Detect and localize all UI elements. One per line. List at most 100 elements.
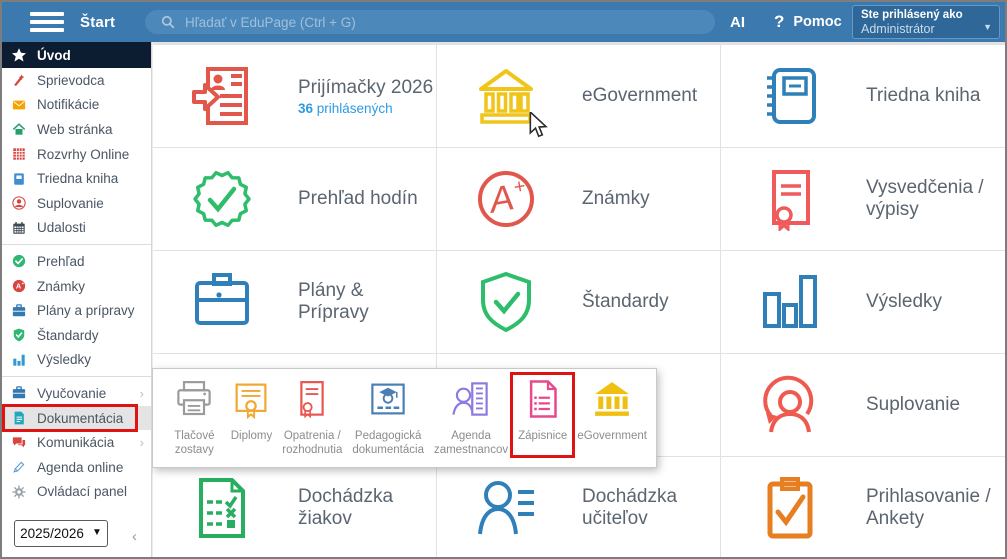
tile-triedna-kniha[interactable]: Triedna kniha [721, 45, 1005, 147]
substitution-person-icon [758, 373, 822, 437]
tile-vysledky[interactable]: Výsledky [721, 251, 1005, 353]
tile-label: Prehľad hodín [298, 188, 418, 209]
sidebar-item-label: Komunikácia [37, 435, 115, 451]
check-circle-icon [11, 253, 27, 269]
tile-text: Plány & Prípravy [298, 280, 436, 324]
popup-item-diplomy[interactable]: Diplomy [226, 379, 278, 444]
envelope-icon [11, 97, 27, 113]
tile-prehlad-hodin[interactable]: Prehľad hodín [153, 148, 436, 250]
book-icon [11, 171, 27, 187]
popup-item-label: Zápisnice [518, 430, 568, 442]
tile-znamky[interactable]: A + Známky [437, 148, 720, 250]
sidebar-item-udalosti[interactable]: Udalosti [2, 216, 151, 241]
lessons-overview-badge-icon [190, 167, 254, 231]
popup-item-label: Opatrenia / rozhodnutia [282, 430, 343, 456]
tile-label: Vysvedčenia / výpisy [866, 177, 984, 220]
tile-text: eGovernment [582, 85, 697, 107]
sidebar-item-notifikacie[interactable]: Notifikácie [2, 93, 151, 118]
sidebar-item-komunikacia[interactable]: Komunikácia › [2, 430, 151, 455]
popup-item-label: Pedagogická dokumentácia [352, 430, 424, 456]
class-register-notebook-icon [758, 64, 822, 128]
tile-standardy[interactable]: Štandardy [437, 251, 720, 353]
pencil-icon [11, 459, 27, 475]
sidebar-item-agenda-online[interactable]: Agenda online [2, 455, 151, 480]
logged-in-user-box[interactable]: Ste prihlásený ako Administrátor ▼ [852, 5, 1000, 39]
question-mark-icon: ? [774, 12, 785, 31]
chat-icon [11, 435, 27, 451]
school-year-select[interactable]: 2025/2026 ▼ [14, 520, 108, 547]
chevron-right-icon: › [139, 385, 144, 401]
government-building-filled-icon [592, 379, 632, 424]
certificate-icon [758, 167, 822, 233]
chevron-down-icon: ▼ [91, 527, 102, 538]
sidebar-item-standardy[interactable]: Štandardy [2, 323, 151, 348]
svg-text:A: A [16, 282, 22, 291]
sidebar-item-ovladaci-panel[interactable]: Ovládací panel [2, 480, 151, 505]
tile-dochadzka-ucitelov[interactable]: Dochádzka učiteľov [437, 457, 720, 557]
wand-icon [11, 72, 27, 88]
tile-suplovanie[interactable]: Suplovanie [721, 354, 1005, 456]
tile-text: Dochádzka učiteľov [582, 486, 720, 530]
tile-label: Výsledky [866, 291, 943, 312]
tile-dochadzka-ziakov[interactable]: Dochádzka žiakov [153, 457, 436, 557]
home-icon [11, 121, 27, 137]
teacher-attendance-icon [474, 476, 538, 540]
sidebar-item-vysledky[interactable]: Výsledky [2, 348, 151, 373]
tile-plany-pripravy[interactable]: Plány & Prípravy [153, 251, 436, 353]
minutes-document-icon [523, 379, 563, 424]
sidebar-item-rozvrhy-online[interactable]: Rozvrhy Online [2, 142, 151, 167]
sidebar-item-label: Výsledky [37, 352, 92, 368]
tile-vysvedcenia-vypisy[interactable]: Vysvedčenia / výpisy [721, 148, 1005, 250]
popup-item-tlacove-zostavy[interactable]: Tlačové zostavy [163, 379, 226, 457]
collapse-sidebar-icon[interactable]: ‹ [132, 528, 137, 545]
popup-item-egovernment[interactable]: eGovernment [572, 379, 652, 444]
start-button[interactable]: Štart [80, 13, 116, 31]
sidebar-item-label: Úvod [37, 47, 71, 63]
student-attendance-icon [190, 476, 254, 540]
tile-label: Suplovanie [866, 394, 961, 415]
briefcase-outline-icon [190, 270, 254, 334]
popup-item-label: Diplomy [230, 430, 273, 442]
sidebar-item-label: Plány a prípravy [37, 303, 135, 319]
popup-item-zapisnice[interactable]: Zápisnice [510, 372, 576, 458]
sidebar-divider [2, 376, 151, 378]
sidebar-item-dokumentacia[interactable]: Dokumentácia [2, 403, 151, 433]
sidebar-item-prehlad[interactable]: Prehľad [2, 249, 151, 274]
tile-prijimacky-2026[interactable]: Prijímačky 2026 36 prihlásených [153, 45, 436, 147]
popup-item-pedagogicka-dokumentacia[interactable]: Pedagogická dokumentácia [347, 379, 429, 457]
help-button[interactable]: ? Pomoc [774, 12, 842, 32]
printer-icon [174, 379, 214, 424]
search-box[interactable] [145, 10, 715, 34]
sidebar-item-uvod[interactable]: Úvod [2, 42, 151, 68]
sidebar-item-suplovanie[interactable]: Suplovanie [2, 191, 151, 216]
tile-text: Vysvedčenia / výpisy [866, 177, 1005, 221]
tile-prihlasovanie-ankety[interactable]: Prihlasovanie / Ankety [721, 457, 1005, 557]
shield-outline-icon [474, 270, 538, 334]
popup-item-opatrenia-rozhodnutia[interactable]: Opatrenia / rozhodnutia [277, 379, 347, 457]
sidebar-item-sprievodca[interactable]: Sprievodca [2, 68, 151, 93]
svg-text:+: + [512, 175, 527, 199]
search-input[interactable] [183, 13, 705, 31]
star-icon [11, 47, 27, 63]
tile-subtitle: 36 prihlásených [298, 100, 393, 116]
sidebar-item-vyucovanie[interactable]: Vyučovanie › [2, 381, 151, 406]
tile-egovernment[interactable]: eGovernment [437, 45, 720, 147]
sidebar-item-plany-a-pripravy[interactable]: Plány a prípravy [2, 298, 151, 323]
tile-label: Dochádzka žiakov [298, 486, 394, 529]
topbar: Štart AI ? Pomoc Ste prihlásený ako Admi… [2, 2, 1005, 42]
dashboard: Prijímačky 2026 36 prihlásených eGovernmen… [152, 42, 1005, 557]
ai-button[interactable]: AI [730, 13, 745, 31]
signup-surveys-clipboard-icon [758, 476, 822, 540]
sidebar-item-web-stranka[interactable]: Web stránka [2, 117, 151, 142]
tile-text: Štandardy [582, 291, 669, 313]
sidebar-item-label: Ovládací panel [37, 484, 128, 500]
sidebar-item-triedna-kniha[interactable]: Triedna kniha [2, 166, 151, 191]
sidebar-item-label: Udalosti [37, 220, 86, 236]
popup-item-agenda-zamestnancov[interactable]: Agenda zamestnancov [429, 379, 513, 457]
sidebar-item-znamky[interactable]: A + Známky [2, 274, 151, 299]
sidebar-item-label: Notifikácie [37, 97, 100, 113]
tile-label: Dochádzka učiteľov [582, 486, 678, 529]
tile-label: eGovernment [582, 85, 698, 106]
chevron-down-icon: ▼ [983, 22, 992, 32]
hamburger-menu-icon[interactable] [30, 12, 64, 32]
